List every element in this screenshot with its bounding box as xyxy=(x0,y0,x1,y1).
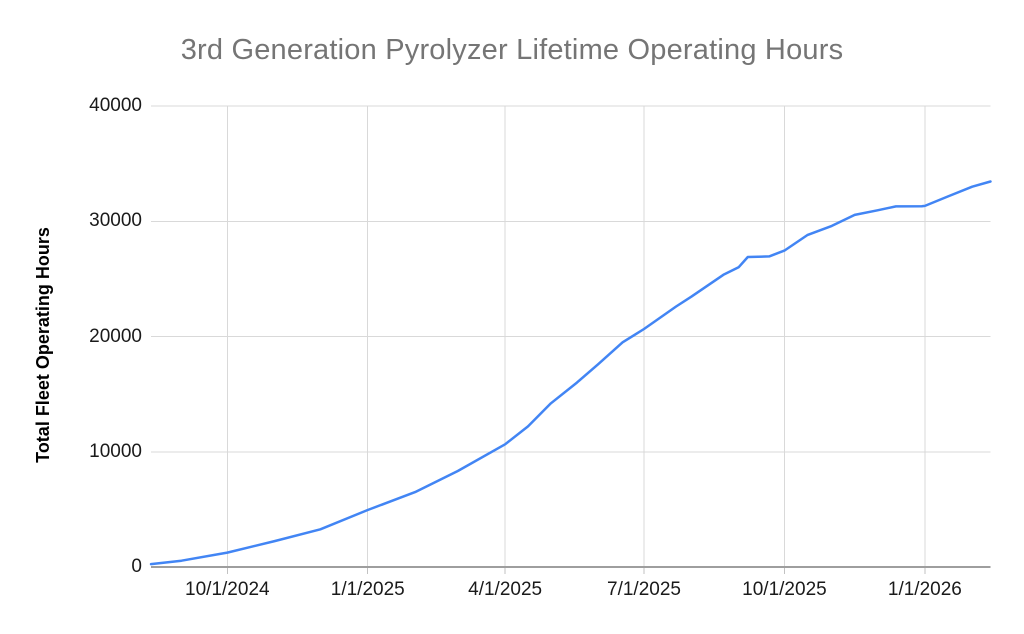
x-tick-label: 1/1/2026 xyxy=(887,579,962,600)
y-tick-label: 40000 xyxy=(89,95,142,116)
x-tick-label: 4/1/2025 xyxy=(468,579,543,600)
x-tick-label: 10/1/2025 xyxy=(742,579,827,600)
x-tick-label: 10/1/2024 xyxy=(185,579,270,600)
y-tick-label: 0 xyxy=(131,556,142,577)
data-line xyxy=(149,180,992,566)
y-tick-label: 30000 xyxy=(89,210,142,232)
y-tick-label: 20000 xyxy=(89,325,142,347)
x-tick-label: 1/1/2025 xyxy=(330,579,405,600)
chart-title: 3rd Generation Pyrolyzer Lifetime Operat… xyxy=(180,34,844,66)
x-tick-label: 7/1/2025 xyxy=(607,579,681,600)
y-tick-label: 10000 xyxy=(89,440,142,462)
